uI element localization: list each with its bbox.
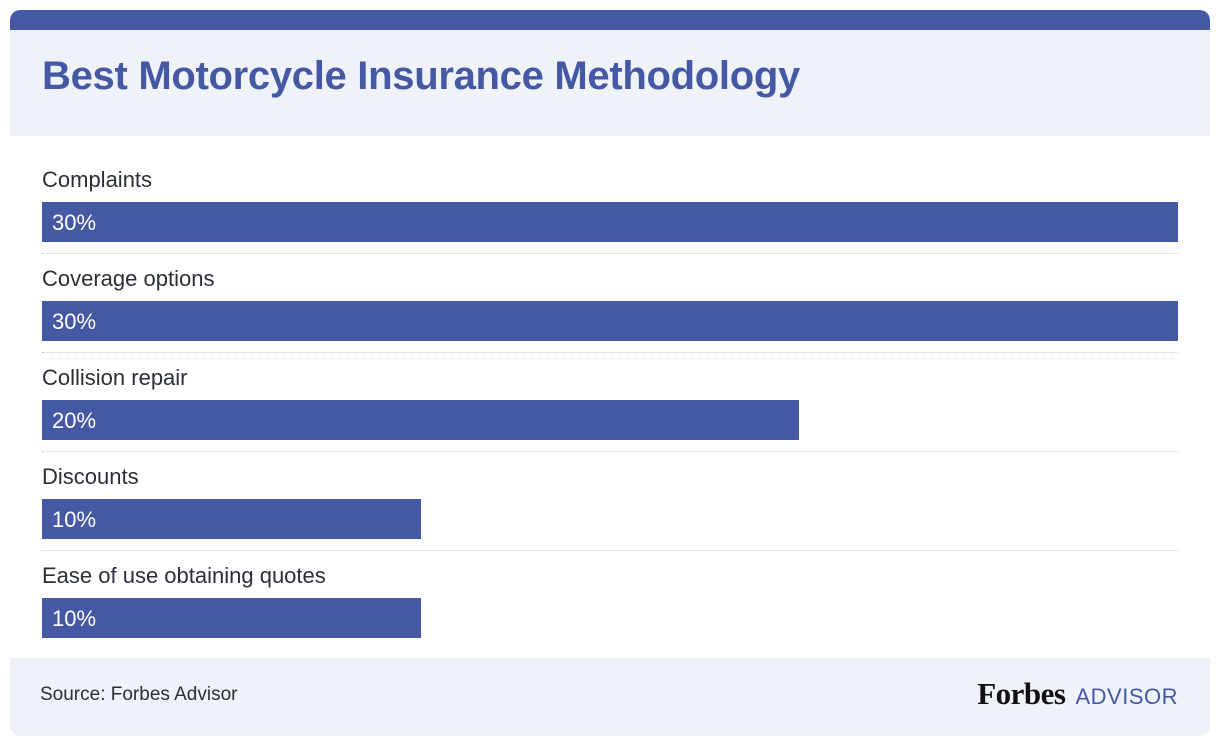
source-note: Source: Forbes Advisor [40,684,238,705]
chart-card: Best Motorcycle Insurance Methodology Co… [10,10,1210,736]
row-separator [42,352,1178,353]
row-separator [42,451,1178,452]
chart-title: Best Motorcycle Insurance Methodology [42,54,800,98]
category-label: Complaints [42,167,153,192]
bar-value-label: 30% [52,210,97,235]
chart-footer: Source: Forbes Advisor Forbes ADVISOR [10,658,1210,736]
brand-suffix: ADVISOR [1075,684,1178,709]
row-separator [42,253,1178,254]
bar: 30% [42,301,1178,341]
category-label: Collision repair [42,365,188,390]
chart-header: Best Motorcycle Insurance Methodology [10,30,1210,136]
forbes-advisor-logo: Forbes ADVISOR [977,676,1178,712]
bar-chart: Complaints 30% Coverage options 30% Collisio… [10,136,1210,658]
row-separator [42,550,1178,551]
bar-value-label: 10% [52,507,97,532]
top-accent-stripe [10,10,1210,30]
category-label: Ease of use obtaining quotes [42,563,326,588]
brand-name: Forbes [977,676,1066,711]
bar-value-label: 30% [52,309,97,334]
category-label: Discounts [42,464,139,489]
bar: 20% [42,400,799,440]
bar-value-label: 10% [52,606,97,631]
bar: 10% [42,598,421,638]
bar: 30% [42,202,1178,242]
bar: 10% [42,499,421,539]
category-label: Coverage options [42,266,215,291]
bar-value-label: 20% [52,408,97,433]
